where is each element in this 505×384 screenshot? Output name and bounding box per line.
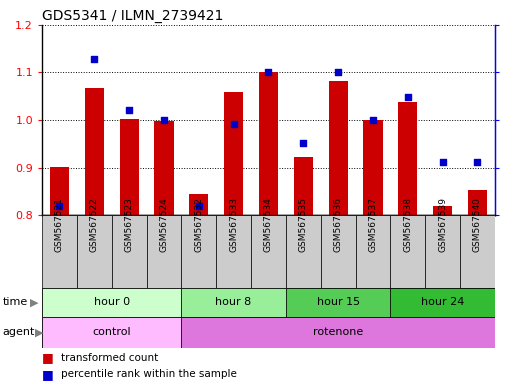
Text: ▶: ▶ [30,297,39,308]
Text: GSM567537: GSM567537 [368,197,377,252]
Text: GSM567522: GSM567522 [89,197,98,252]
Bar [181,215,216,288]
Text: GSM567538: GSM567538 [402,197,412,252]
Bar [146,215,181,288]
Text: GSM567539: GSM567539 [437,197,446,252]
Point [473,159,481,165]
Bar [467,190,486,215]
Text: ■: ■ [42,368,54,381]
Bar [49,167,69,215]
Text: rotenone: rotenone [313,327,363,337]
Text: GSM567534: GSM567534 [264,197,272,252]
Bar [181,288,285,317]
Point [333,70,341,76]
Text: ▶: ▶ [35,327,44,337]
Text: hour 8: hour 8 [215,297,251,308]
Text: GSM567523: GSM567523 [124,197,133,252]
Point [90,56,98,62]
Bar [328,81,347,215]
Point [229,121,237,127]
Point [125,108,133,114]
Text: GSM567524: GSM567524 [159,197,168,252]
Point [194,202,203,209]
Bar [189,194,208,215]
Text: percentile rank within the sample: percentile rank within the sample [61,369,237,379]
Bar [459,215,494,288]
Text: GSM567533: GSM567533 [229,197,238,252]
Text: GSM567532: GSM567532 [194,197,203,252]
Bar [363,119,382,215]
Text: GSM567536: GSM567536 [333,197,342,252]
Bar [224,93,243,215]
Text: ■: ■ [42,351,54,364]
Bar [119,119,138,215]
Bar [77,215,112,288]
Point [403,94,411,100]
Text: hour 15: hour 15 [316,297,359,308]
Text: control: control [92,327,131,337]
Bar [216,215,250,288]
Text: hour 24: hour 24 [420,297,464,308]
Bar [154,121,173,215]
Point [368,117,376,123]
Bar [285,215,320,288]
Bar [42,215,77,288]
Text: GDS5341 / ILMN_2739421: GDS5341 / ILMN_2739421 [42,8,223,23]
Bar [42,288,181,317]
Bar [250,215,285,288]
Bar [42,317,181,348]
Bar [397,102,417,215]
Bar [424,215,459,288]
Bar [84,88,104,215]
Bar [181,317,494,348]
Point [55,202,63,209]
Bar [320,215,355,288]
Text: agent: agent [3,327,35,337]
Bar [293,157,312,215]
Text: GSM567540: GSM567540 [472,197,481,252]
Bar [285,288,389,317]
Bar [432,205,451,215]
Text: GSM567521: GSM567521 [55,197,64,252]
Bar [112,215,146,288]
Bar [259,72,277,215]
Bar [389,215,424,288]
Point [160,117,168,123]
Point [264,70,272,76]
Bar [389,288,494,317]
Text: hour 0: hour 0 [93,297,129,308]
Point [298,140,307,146]
Text: transformed count: transformed count [61,353,158,363]
Point [438,159,446,165]
Bar [355,215,389,288]
Text: time: time [3,297,28,308]
Text: GSM567535: GSM567535 [298,197,307,252]
